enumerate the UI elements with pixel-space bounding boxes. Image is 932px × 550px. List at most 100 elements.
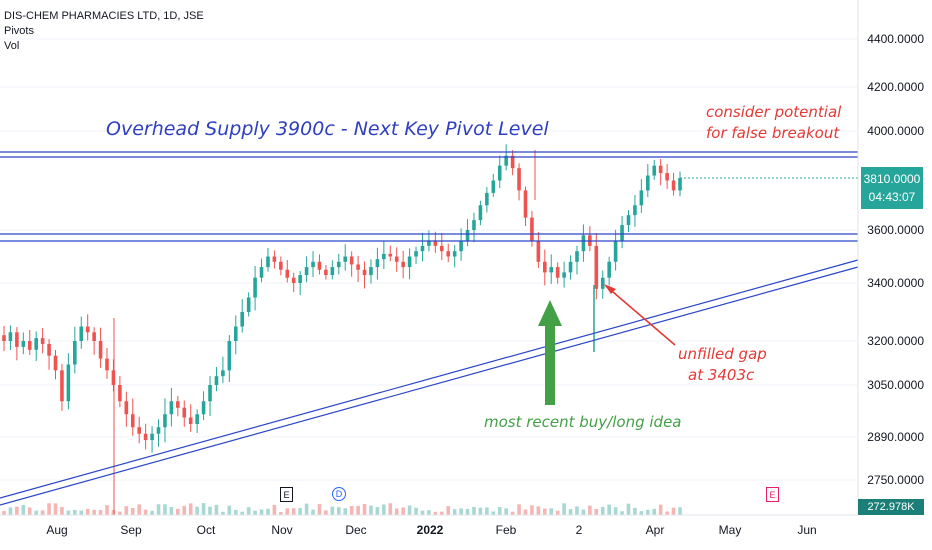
dividend-event-icon[interactable]: D bbox=[332, 487, 346, 501]
candle-body bbox=[266, 256, 270, 268]
volume-bar bbox=[92, 509, 96, 515]
volume-bar bbox=[163, 504, 167, 515]
volume-bar bbox=[568, 509, 573, 515]
candle-body bbox=[356, 264, 360, 270]
trendline bbox=[0, 266, 859, 506]
candle-body bbox=[298, 275, 302, 283]
volume-bar bbox=[407, 505, 412, 515]
volume-bar bbox=[304, 503, 309, 515]
volume-bar bbox=[497, 507, 502, 515]
candle-body bbox=[452, 251, 457, 257]
volume-bar bbox=[272, 504, 277, 515]
candle-body bbox=[439, 245, 444, 252]
volume-bar bbox=[34, 510, 38, 515]
candle-body bbox=[343, 256, 348, 262]
volume-bar bbox=[420, 510, 425, 515]
volume-bar bbox=[130, 508, 135, 515]
volume-bar bbox=[600, 506, 605, 515]
volume-bar bbox=[105, 505, 109, 515]
volume-bar bbox=[150, 510, 154, 515]
volume-bar bbox=[549, 508, 554, 515]
candle-body bbox=[279, 261, 283, 270]
y-tick-label: 3400.0000 bbox=[867, 276, 924, 290]
volume-bar bbox=[201, 503, 206, 515]
volume-bar bbox=[182, 505, 187, 515]
candle-body bbox=[362, 269, 367, 276]
volume-bar bbox=[472, 506, 476, 515]
candle-body bbox=[336, 261, 341, 268]
volume-bar bbox=[349, 506, 354, 515]
annotation-false-breakout-line1[interactable]: consider potential bbox=[706, 103, 842, 121]
annotation-gap-line1[interactable]: unfilled gap bbox=[678, 345, 767, 363]
candle-body bbox=[678, 178, 682, 191]
indicator-volume[interactable]: Vol bbox=[4, 40, 20, 52]
volume-bar bbox=[143, 509, 148, 515]
y-tick-label: 3050.0000 bbox=[867, 378, 924, 392]
volume-bar bbox=[523, 509, 528, 515]
annotation-buy-idea[interactable]: most recent buy/long idea bbox=[484, 413, 682, 431]
volume-bar bbox=[311, 509, 315, 515]
candle-body bbox=[536, 240, 541, 262]
candle-body bbox=[620, 225, 624, 241]
candles bbox=[2, 144, 682, 515]
candle-body bbox=[510, 155, 515, 169]
candle-body bbox=[34, 338, 38, 350]
y-tick-label: 2890.0000 bbox=[867, 430, 924, 444]
x-tick-label: Feb bbox=[495, 523, 517, 537]
volume-bar bbox=[266, 508, 270, 515]
candle-body bbox=[646, 175, 650, 191]
volume-bar bbox=[27, 507, 32, 515]
annotation-false-breakout-line2[interactable]: for false breakout bbox=[706, 124, 840, 142]
candle-body bbox=[459, 240, 463, 252]
candle-body bbox=[60, 370, 64, 402]
y-tick-label: 4400.0000 bbox=[867, 32, 924, 46]
x-tick-label: May bbox=[718, 523, 742, 537]
candle-body bbox=[568, 261, 573, 273]
candle-body bbox=[40, 338, 45, 344]
candle-body bbox=[549, 267, 554, 273]
candle-body bbox=[150, 433, 154, 441]
candle-body bbox=[394, 256, 399, 262]
candle-body bbox=[652, 165, 657, 176]
volume-bar bbox=[465, 508, 470, 515]
chart-legend: DIS-CHEM PHARMACIES LTD, 1D, JSE Pivots … bbox=[4, 9, 204, 54]
candle-body bbox=[671, 180, 676, 191]
indicator-pivots[interactable]: Pivots bbox=[4, 25, 34, 37]
candle-body bbox=[208, 385, 212, 402]
volume-bar bbox=[214, 504, 219, 515]
buy-arrow bbox=[538, 300, 562, 405]
volume-bar bbox=[169, 507, 174, 515]
candle-body bbox=[272, 256, 277, 262]
annotation-gap-line2[interactable]: at 3403c bbox=[688, 366, 755, 384]
volume-bar bbox=[613, 507, 618, 515]
candle-body bbox=[188, 417, 193, 424]
earnings-event-icon-future[interactable]: E bbox=[766, 487, 779, 502]
candle-body bbox=[575, 251, 579, 262]
volume-bar bbox=[652, 508, 657, 515]
volume-bar bbox=[79, 510, 84, 515]
candle-body bbox=[633, 205, 637, 216]
volume-bar bbox=[233, 509, 238, 515]
volume-bar bbox=[195, 506, 199, 515]
earnings-event-icon[interactable]: E bbox=[280, 487, 293, 502]
candle-body bbox=[246, 297, 251, 312]
volume-bar bbox=[208, 506, 212, 515]
volume-bar bbox=[240, 511, 245, 515]
candle-body bbox=[285, 269, 290, 278]
x-tick-label: Dec bbox=[345, 523, 367, 537]
x-tick-label: Jun bbox=[797, 523, 817, 537]
candle-body bbox=[163, 414, 167, 428]
annotation-supply[interactable]: Overhead Supply 3900c - Next Key Pivot L… bbox=[106, 118, 549, 140]
volume-bar bbox=[375, 507, 380, 515]
candle-body bbox=[639, 190, 644, 206]
gap-arrow-head bbox=[604, 284, 616, 294]
candle-body bbox=[79, 326, 84, 341]
candle-body bbox=[600, 277, 605, 289]
volume-bar bbox=[414, 507, 418, 515]
volume-bar bbox=[517, 504, 521, 515]
candle-body bbox=[375, 259, 380, 268]
candle-body bbox=[613, 240, 618, 262]
candle-body bbox=[658, 165, 663, 174]
x-tick-label: Oct bbox=[196, 523, 216, 537]
